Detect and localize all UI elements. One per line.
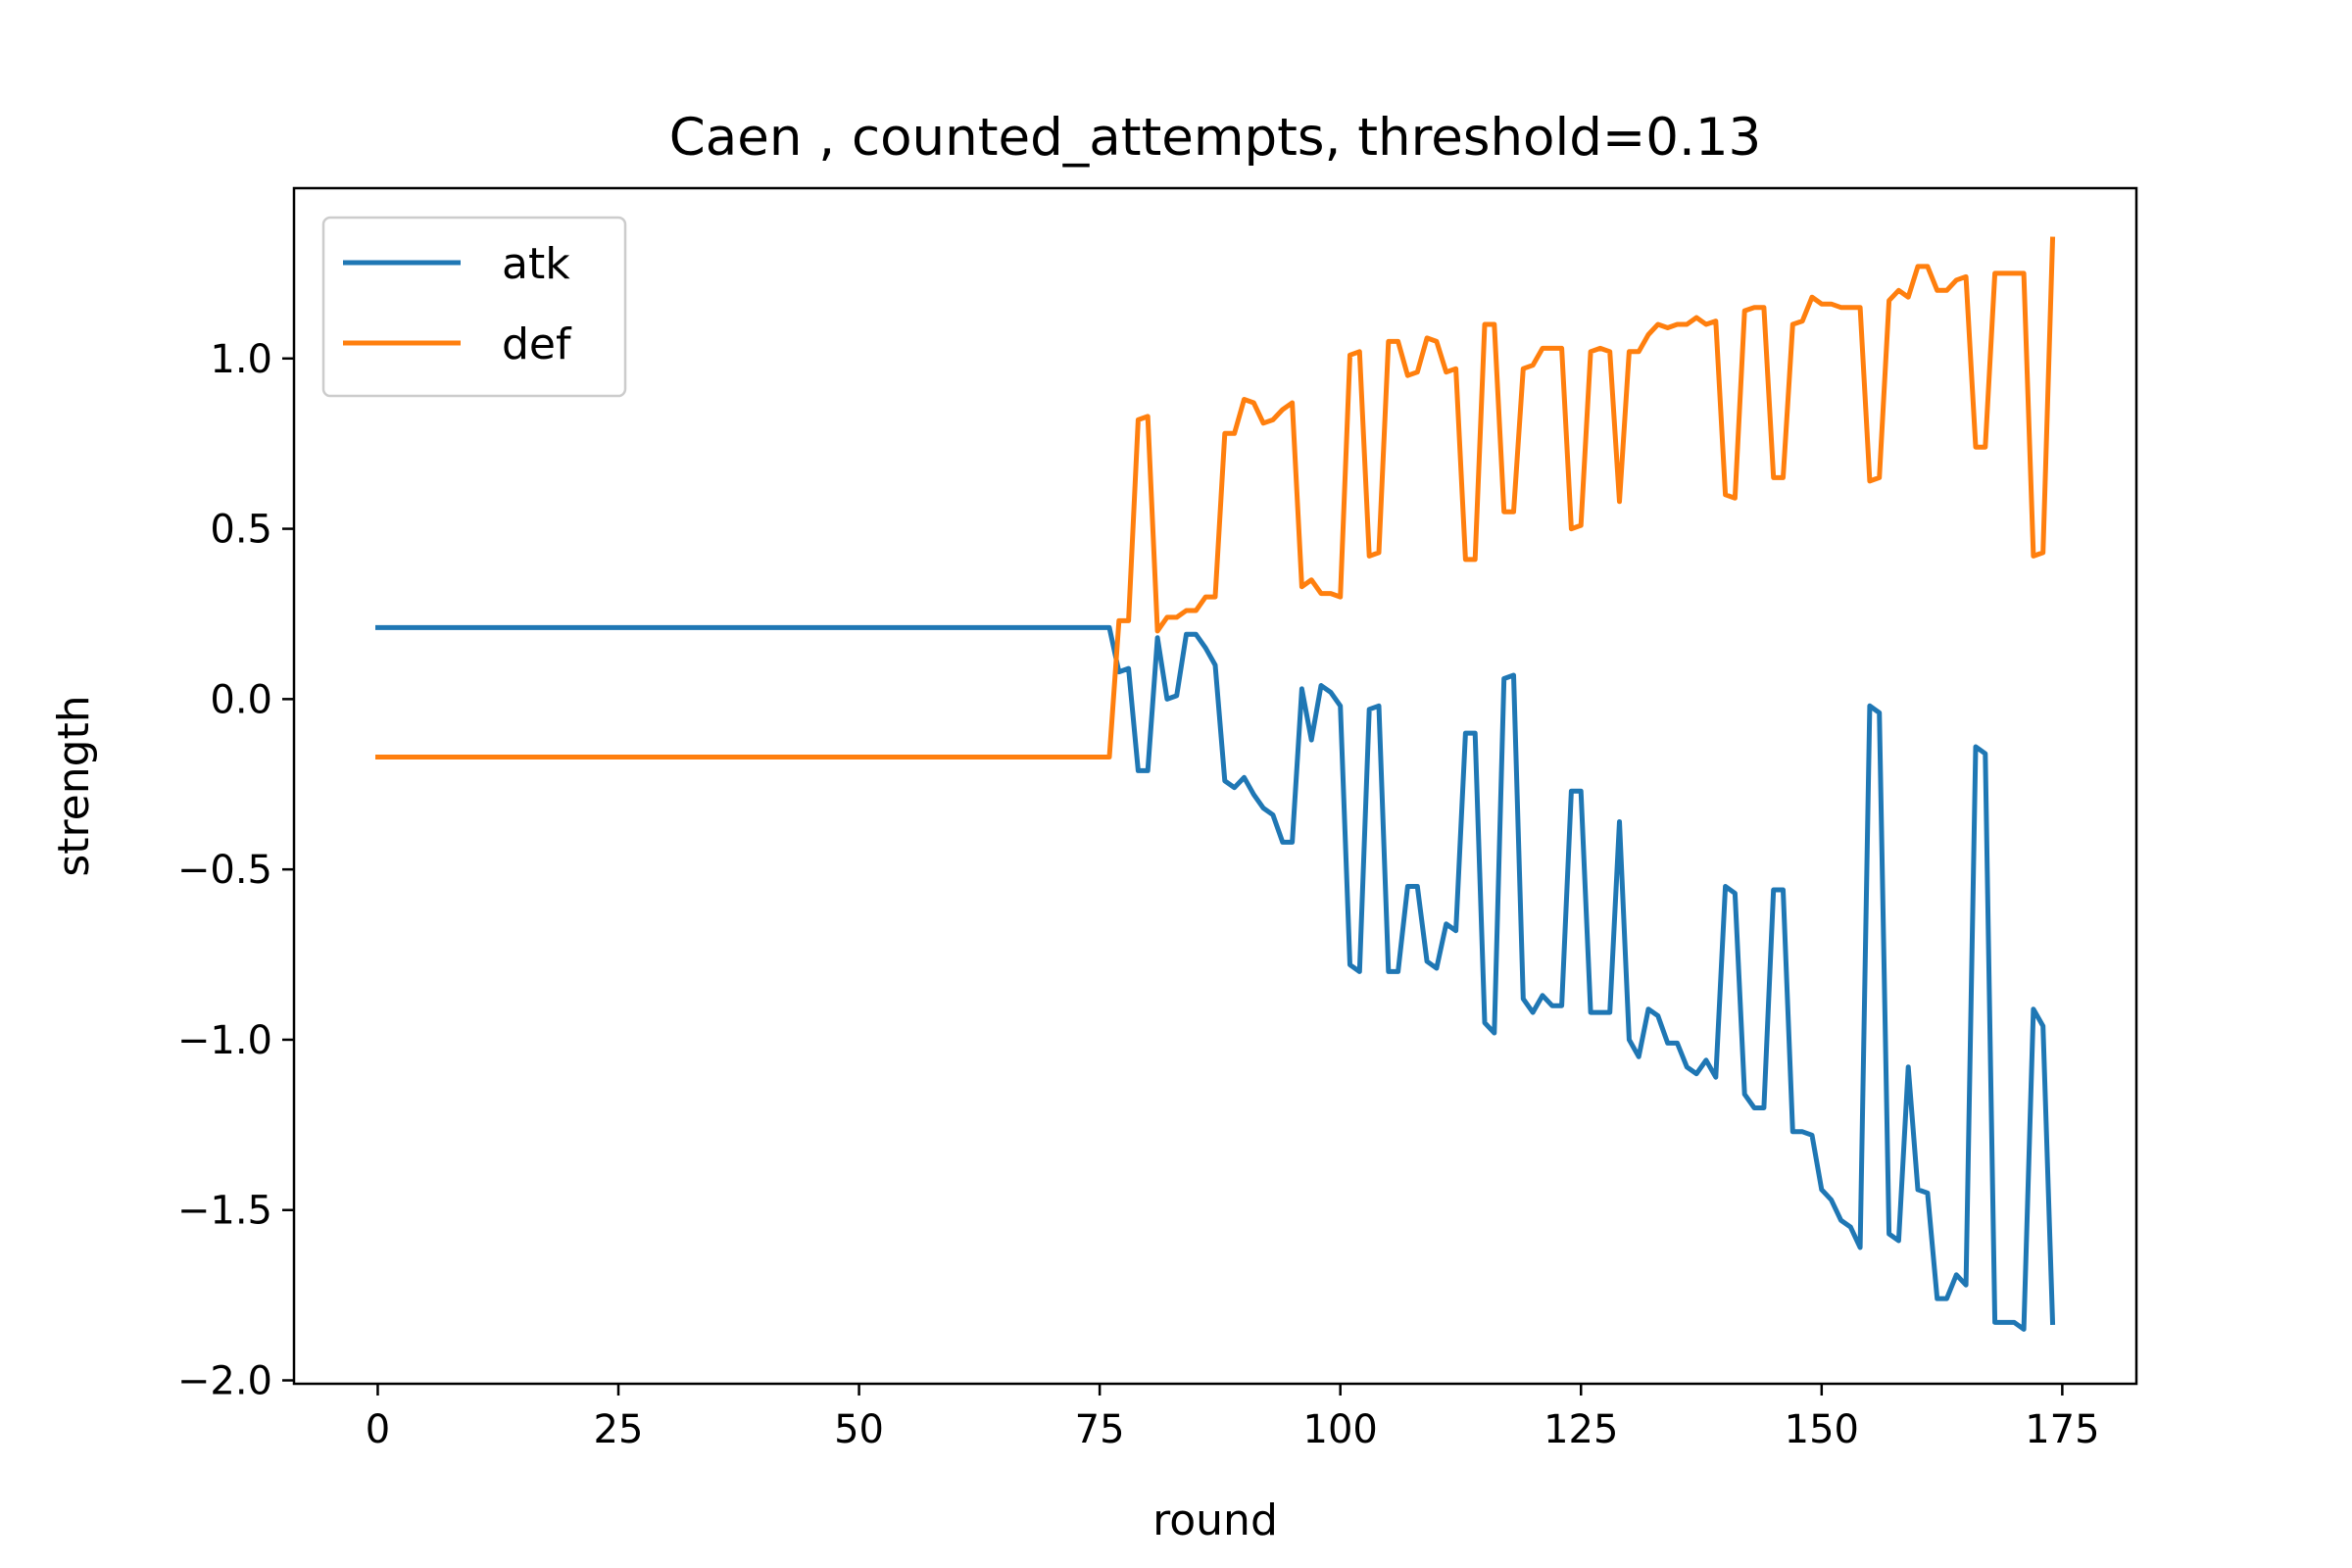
series-line-atk xyxy=(375,624,2056,1332)
y-axis-label: strength xyxy=(49,695,99,876)
plot-frame xyxy=(292,186,2138,1386)
y-tick-label: −1.5 xyxy=(177,1189,272,1234)
legend-label-def: def xyxy=(502,319,572,369)
series-line-def xyxy=(375,236,2056,760)
y-tick-label: −1.0 xyxy=(177,1018,272,1063)
x-tick-label: 0 xyxy=(366,1407,390,1452)
x-tick-label: 125 xyxy=(1544,1407,1618,1452)
chart-title: Caen , counted_attempts, threshold=0.13 xyxy=(669,108,1762,168)
legend: atk def xyxy=(321,216,627,398)
y-tick-label: 0.0 xyxy=(210,677,272,722)
plot-area xyxy=(292,186,2138,1386)
y-tick-label: −2.0 xyxy=(177,1359,272,1404)
legend-label-atk: atk xyxy=(502,239,570,289)
x-axis: 0 25 50 75 100 125 150 175 xyxy=(366,1384,2100,1452)
y-tick-label: −0.5 xyxy=(177,848,272,893)
y-tick-label: 1.0 xyxy=(210,337,272,382)
x-axis-label: round xyxy=(1152,1495,1278,1545)
x-tick-label: 100 xyxy=(1303,1407,1378,1452)
x-tick-label: 150 xyxy=(1785,1407,1859,1452)
y-axis: 1.0 0.5 0.0 −0.5 −1.0 −1.5 −2.0 xyxy=(177,337,294,1404)
legend-box xyxy=(321,216,627,398)
series-layer xyxy=(375,236,2056,1332)
x-tick-label: 50 xyxy=(834,1407,884,1452)
x-tick-label: 175 xyxy=(2025,1407,2099,1452)
x-tick-label: 75 xyxy=(1075,1407,1125,1452)
x-tick-label: 25 xyxy=(594,1407,644,1452)
y-tick-label: 0.5 xyxy=(210,508,272,553)
